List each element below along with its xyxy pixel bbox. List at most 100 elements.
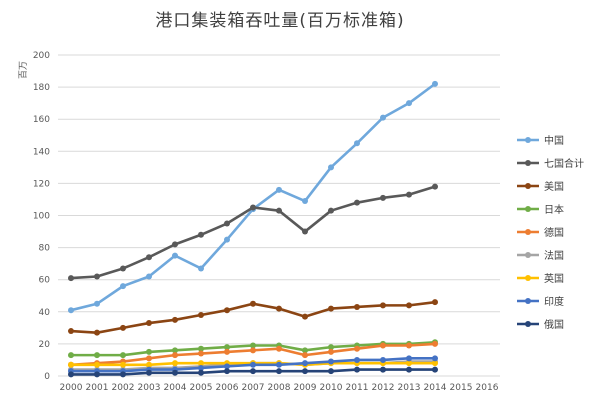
grid-layer bbox=[58, 54, 500, 377]
data-point bbox=[432, 355, 438, 362]
data-point bbox=[380, 366, 386, 373]
data-point bbox=[94, 273, 100, 280]
data-point bbox=[354, 356, 360, 363]
data-point bbox=[354, 366, 360, 373]
data-point bbox=[250, 368, 256, 375]
data-point bbox=[172, 352, 178, 359]
data-point bbox=[172, 360, 178, 367]
x-tick-label: 2004 bbox=[164, 383, 187, 393]
data-point bbox=[198, 345, 204, 352]
data-point bbox=[68, 371, 74, 378]
data-point bbox=[146, 361, 152, 368]
data-point bbox=[250, 342, 256, 349]
series-2 bbox=[68, 299, 438, 336]
legend-marker bbox=[525, 229, 531, 235]
data-point bbox=[198, 360, 204, 367]
data-point bbox=[198, 265, 204, 272]
legend-item-5: 法国 bbox=[517, 249, 564, 262]
data-point bbox=[120, 324, 126, 331]
data-point bbox=[224, 220, 230, 227]
x-tick-label: 2003 bbox=[138, 383, 161, 393]
data-point bbox=[68, 352, 74, 359]
data-point bbox=[120, 371, 126, 378]
x-tick-label: 2012 bbox=[372, 383, 395, 393]
data-point bbox=[302, 368, 308, 375]
data-point bbox=[432, 366, 438, 373]
series-1 bbox=[68, 183, 438, 282]
legend-label: 中国 bbox=[544, 134, 564, 147]
data-point bbox=[276, 305, 282, 312]
data-point bbox=[224, 368, 230, 375]
legend-label: 俄国 bbox=[544, 319, 564, 331]
chart-title: 港口集装箱吞吐量(百万标准箱) bbox=[155, 11, 405, 31]
data-point bbox=[380, 114, 386, 121]
legend-item-7: 印度 bbox=[517, 295, 564, 308]
data-point bbox=[94, 361, 100, 368]
data-point bbox=[68, 328, 74, 335]
data-point bbox=[432, 183, 438, 190]
x-tick-label: 2006 bbox=[216, 383, 239, 393]
y-axis-label: 百万 bbox=[18, 61, 29, 79]
data-point bbox=[224, 307, 230, 314]
series-line bbox=[70, 185, 436, 280]
data-point bbox=[276, 361, 282, 368]
data-point bbox=[302, 360, 308, 367]
data-point bbox=[276, 207, 282, 214]
legend-item-4: 德国 bbox=[517, 226, 564, 239]
data-point bbox=[172, 316, 178, 323]
data-point bbox=[328, 344, 334, 351]
data-point bbox=[146, 273, 152, 280]
data-point bbox=[94, 329, 100, 336]
data-point bbox=[380, 356, 386, 363]
legend-label: 德国 bbox=[544, 226, 564, 239]
y-tick-label: 40 bbox=[39, 308, 51, 318]
data-point bbox=[120, 352, 126, 359]
x-tick-label: 2000 bbox=[60, 383, 83, 393]
series-layer bbox=[68, 80, 438, 378]
legend-label: 法国 bbox=[544, 249, 564, 262]
legend-item-0: 中国 bbox=[517, 134, 564, 147]
data-point bbox=[120, 283, 126, 290]
y-tick-label: 100 bbox=[33, 212, 50, 222]
y-tick-label: 0 bbox=[44, 372, 50, 382]
data-point bbox=[432, 340, 438, 347]
legend-label: 美国 bbox=[544, 180, 564, 193]
data-point bbox=[406, 342, 412, 349]
data-point bbox=[224, 363, 230, 370]
data-point bbox=[94, 371, 100, 378]
data-point bbox=[94, 300, 100, 307]
legend-item-6: 英国 bbox=[517, 272, 564, 285]
x-tick-label: 2014 bbox=[424, 383, 447, 393]
data-point bbox=[172, 241, 178, 248]
data-point bbox=[146, 369, 152, 376]
data-point bbox=[198, 369, 204, 376]
legend-marker bbox=[525, 252, 531, 258]
data-point bbox=[328, 164, 334, 171]
legend-marker bbox=[525, 137, 531, 143]
data-point bbox=[302, 347, 308, 354]
data-point bbox=[328, 368, 334, 375]
legend-label: 印度 bbox=[544, 295, 564, 308]
legend-label: 英国 bbox=[544, 272, 564, 285]
x-tick-label: 2013 bbox=[398, 383, 421, 393]
data-point bbox=[198, 312, 204, 319]
data-point bbox=[250, 204, 256, 211]
legend-item-2: 美国 bbox=[517, 180, 564, 193]
data-point bbox=[354, 303, 360, 310]
y-tick-label: 60 bbox=[39, 276, 51, 286]
data-point bbox=[354, 345, 360, 352]
legend-marker bbox=[525, 160, 531, 166]
x-tick-label: 2015 bbox=[450, 383, 473, 393]
data-point bbox=[380, 302, 386, 309]
legend-label: 七国合计 bbox=[544, 157, 584, 170]
data-point bbox=[224, 348, 230, 355]
data-point bbox=[406, 191, 412, 198]
data-point bbox=[328, 358, 334, 365]
x-tick-label: 2010 bbox=[320, 383, 343, 393]
data-point bbox=[302, 352, 308, 359]
data-point bbox=[146, 254, 152, 261]
data-point bbox=[328, 305, 334, 312]
x-tick-label: 2008 bbox=[268, 383, 291, 393]
